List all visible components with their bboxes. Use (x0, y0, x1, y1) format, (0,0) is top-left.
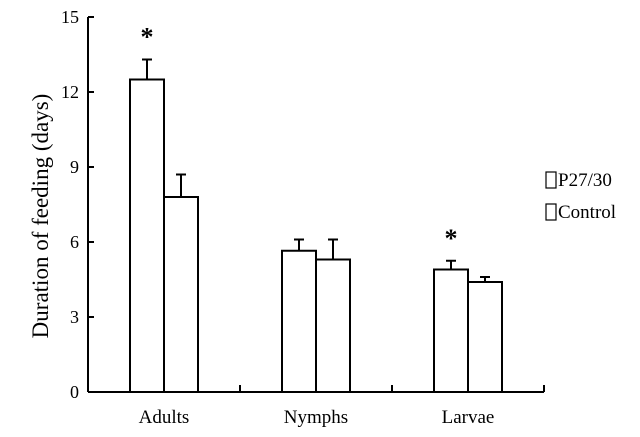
x-category-label: Nymphs (284, 407, 348, 428)
legend-swatch (545, 203, 557, 221)
bar-p27-30-nymphs (281, 249, 317, 393)
y-tick-label: 9 (70, 157, 79, 177)
y-tick-label: 0 (70, 382, 79, 402)
bar-p27-30-adults (129, 78, 165, 393)
chart-bars: ** (129, 23, 503, 393)
x-category-label: Larvae (442, 407, 495, 428)
legend-label: P27/30 (558, 170, 612, 191)
bar-control-nymphs (315, 258, 351, 393)
legend-swatch (545, 171, 557, 189)
y-tick-label: 15 (61, 7, 79, 27)
y-tick-label: 12 (61, 82, 79, 102)
y-tick-label: 3 (70, 307, 79, 327)
y-axis-label: Duration of feeding (days) (28, 94, 53, 339)
significance-marker: * (141, 23, 154, 52)
significance-marker: * (445, 224, 458, 253)
y-tick-label: 6 (70, 232, 79, 252)
bar-p27-30-larvae (433, 268, 469, 393)
legend-label: Control (558, 202, 616, 223)
bar-control-adults (163, 196, 199, 393)
x-category-label: Adults (139, 407, 190, 428)
chart-legend: P27/30 Control (545, 170, 616, 223)
bar-control-larvae (467, 281, 503, 393)
